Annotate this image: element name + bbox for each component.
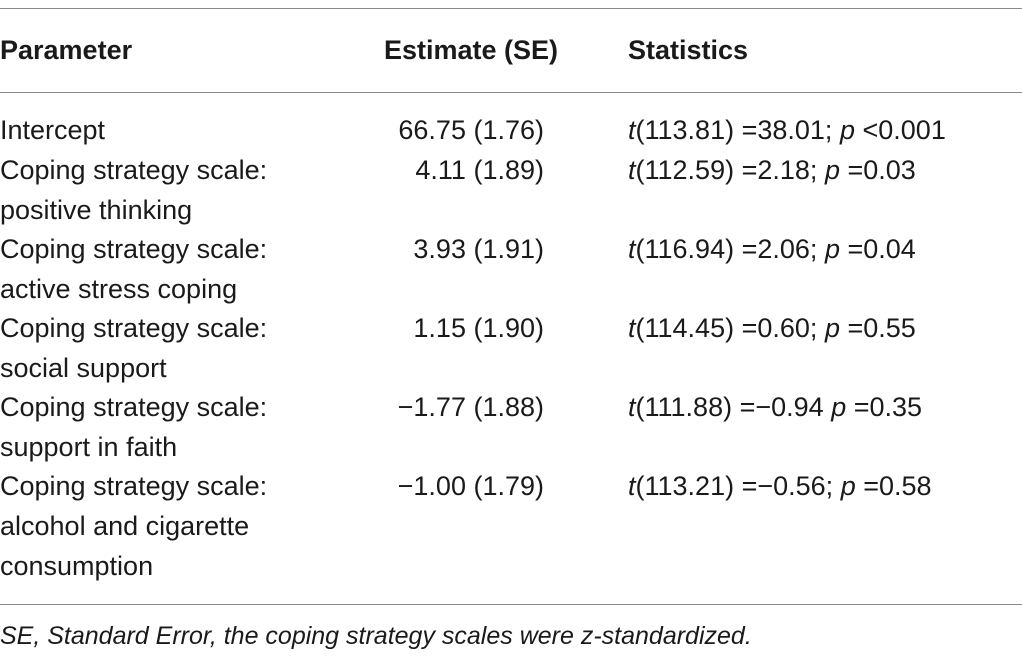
table-row-statistics: t(116.94) =2.06; p =0.04 <box>628 234 916 264</box>
table-row-parameter: Coping strategy scale: social support <box>0 313 268 383</box>
table-header-rule <box>0 92 1022 93</box>
table-row-estimate: −1.00 (1.79) <box>397 471 544 501</box>
table-row-parameter: Coping strategy scale: support in faith <box>0 392 268 462</box>
table-footnote: SE, Standard Error, the coping strategy … <box>0 622 752 650</box>
table-row-statistics: t(113.81) =38.01; p <0.001 <box>628 115 946 145</box>
table-row-estimate: 4.11 (1.89) <box>415 155 544 185</box>
header-statistics: Statistics <box>628 35 749 65</box>
table-row-parameter: Intercept <box>0 115 106 145</box>
table-row-statistics: t(112.59) =2.18; p =0.03 <box>628 155 916 185</box>
table-row-estimate: 3.93 (1.91) <box>413 234 544 264</box>
table-row-estimate: 1.15 (1.90) <box>413 313 544 343</box>
table-row-parameter: Coping strategy scale: active stress cop… <box>0 234 268 304</box>
table-row-statistics: t(111.88) =−0.94 p =0.35 <box>628 392 923 422</box>
header-estimate: Estimate (SE) <box>384 35 559 65</box>
table-row-statistics: t(114.45) =0.60; p =0.55 <box>628 313 916 343</box>
table-row-parameter: Coping strategy scale: positive thinking <box>0 155 268 225</box>
table-row-estimate: 66.75 (1.76) <box>398 115 544 145</box>
table-row-statistics: t(113.21) =−0.56; p =0.58 <box>628 471 932 501</box>
table-bottom-rule <box>0 604 1022 605</box>
header-parameter: Parameter <box>0 35 133 65</box>
table-top-rule <box>0 8 1022 9</box>
table-row-parameter: Coping strategy scale: alcohol and cigar… <box>0 471 268 581</box>
table-row-estimate: −1.77 (1.88) <box>397 392 544 422</box>
